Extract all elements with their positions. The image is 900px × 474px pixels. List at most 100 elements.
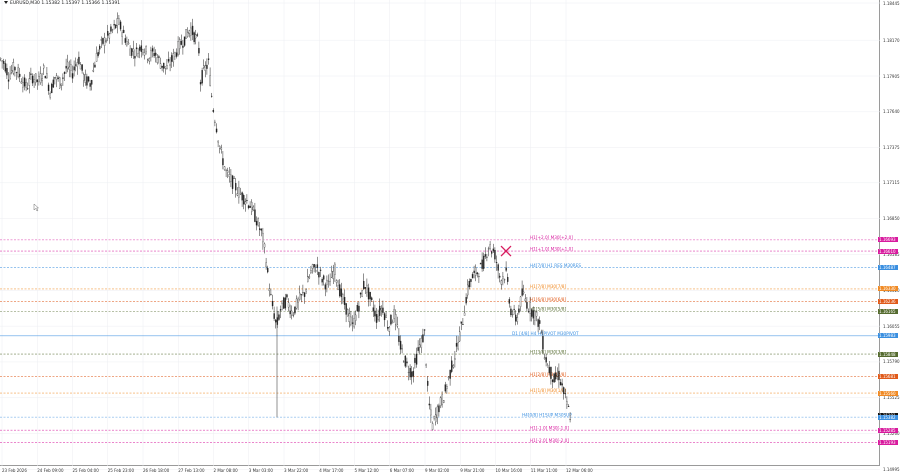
candle-body <box>511 314 514 316</box>
candle-body <box>206 64 208 69</box>
candle-body <box>518 308 520 313</box>
candle-body <box>457 342 459 350</box>
candle-body <box>279 309 282 311</box>
level-label: H1[+2.0] M30[+2.0] <box>530 235 573 240</box>
candle-body <box>204 65 207 71</box>
candle-body <box>551 379 554 382</box>
time-tick-label: 12 Mar 06:00 <box>566 468 593 473</box>
candle-body <box>198 47 200 54</box>
candle-body <box>145 45 147 52</box>
price-tag-badge: 1.15193 <box>878 440 898 446</box>
level-label: H4[7/8] H1 RES M30RES <box>530 263 581 268</box>
candle-body <box>305 289 307 292</box>
candle-body <box>196 34 199 36</box>
dropdown-triangle-icon[interactable] <box>4 1 8 4</box>
candle-body <box>57 77 59 80</box>
candle-body <box>255 220 258 226</box>
candle-body <box>222 158 224 166</box>
candle-body <box>375 314 378 323</box>
candle-body <box>495 261 498 263</box>
candle-body <box>20 81 23 84</box>
candle-body <box>183 36 186 46</box>
candle-body <box>185 29 187 39</box>
candle-body <box>323 275 325 280</box>
candle-body <box>302 292 304 293</box>
candle-body <box>28 78 31 86</box>
candle-body <box>33 79 35 83</box>
candle-body <box>209 75 211 86</box>
candle-body <box>444 384 447 392</box>
marker-cross-icon <box>500 245 512 257</box>
price-tag-badge: 1.16610 <box>878 248 898 254</box>
candle-body <box>142 49 144 54</box>
candle-body <box>169 64 171 66</box>
candle-body <box>329 281 331 286</box>
candle-body <box>478 276 480 278</box>
price-tag-badge: 1.15681 <box>878 374 898 380</box>
candle-body <box>523 291 525 294</box>
candle-body <box>158 56 160 58</box>
candle-body <box>254 209 256 222</box>
candle-body <box>423 329 426 331</box>
candle-body <box>41 78 43 81</box>
candle-body <box>479 263 482 265</box>
candle-body <box>411 371 413 378</box>
candle-body <box>223 166 226 170</box>
candle-body <box>113 23 115 26</box>
time-tick-label: 27 Feb 13:00 <box>178 468 205 473</box>
candle-body <box>366 284 368 293</box>
candle-body <box>135 47 138 50</box>
candle-body <box>180 41 183 45</box>
candle-body <box>283 297 285 309</box>
candle-body <box>1 60 3 62</box>
candle-body <box>383 313 386 321</box>
candle-body <box>476 272 479 275</box>
candle-body <box>0 58 2 60</box>
chart-area[interactable] <box>0 0 880 466</box>
candle-body <box>182 45 184 48</box>
candle-body <box>407 371 410 373</box>
candle-body <box>140 45 143 52</box>
candle-body <box>203 65 205 68</box>
candle-body <box>342 294 344 300</box>
candle-body <box>191 25 194 35</box>
price-tag-badge: 1.15983 <box>878 333 898 339</box>
candle-body <box>119 21 122 30</box>
candle-body <box>30 73 32 75</box>
candle-body <box>214 121 216 123</box>
price-tick-label: 1.16055 <box>883 323 900 329</box>
candle-body <box>387 327 389 329</box>
candle-body <box>297 298 299 303</box>
candle-body <box>156 57 159 63</box>
candle-body <box>431 423 434 430</box>
candle-body <box>332 270 335 280</box>
candle-body <box>412 370 415 377</box>
candle-body <box>81 64 83 71</box>
candle-body <box>331 270 333 278</box>
candle-body <box>54 77 56 79</box>
time-tick-label: 23 Feb 2026 <box>2 468 27 473</box>
level-label: H1[6/8] M30[6/8] <box>530 297 566 302</box>
candle-body <box>567 406 570 408</box>
candle-body <box>225 170 227 172</box>
candle-body <box>115 24 117 29</box>
candle-body <box>238 187 240 198</box>
candle-body <box>559 382 562 386</box>
price-tick-label: 1.15260 <box>883 431 900 437</box>
candle-body <box>433 416 435 419</box>
candle-body <box>51 83 53 94</box>
candle-body <box>239 193 242 195</box>
candle-body <box>452 365 455 368</box>
candle-body <box>311 264 314 269</box>
candle-body <box>489 244 491 249</box>
candle-body <box>471 274 474 279</box>
price-tick-label: 1.15525 <box>883 395 900 401</box>
candle-body <box>422 334 424 343</box>
candle-body <box>558 370 560 381</box>
candle-body <box>11 70 13 73</box>
price-tag-badge: 1.15382 <box>878 414 898 420</box>
candle-body <box>281 300 283 304</box>
price-tick-label: 1.16585 <box>883 251 900 257</box>
price-tick-label: 1.17640 <box>883 109 900 115</box>
